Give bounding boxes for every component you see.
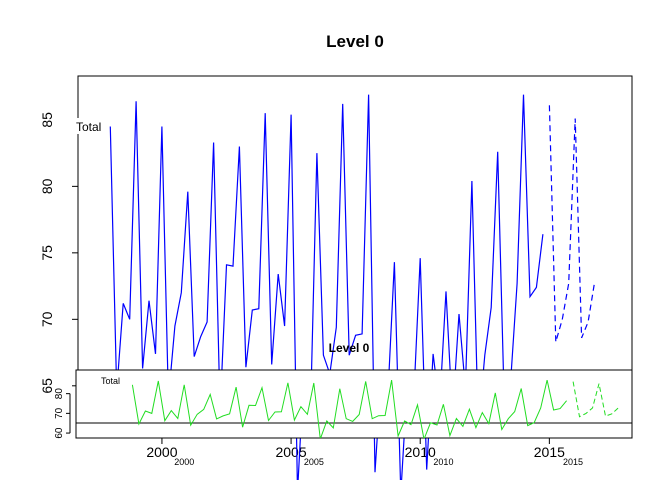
inset-observed-series-line <box>131 379 567 438</box>
inset-title: Level 0 <box>329 341 370 355</box>
main-series-label-bg <box>72 118 106 134</box>
main-y-tick-label: 80 <box>39 178 55 194</box>
inset-x-tick-label: 2005 <box>304 457 324 467</box>
inset-series-group <box>131 379 619 438</box>
inset-y-tick-label: 60 <box>54 427 65 439</box>
inset-x-tick-label: 2015 <box>563 457 583 467</box>
main-y-tick-label: 85 <box>39 112 55 128</box>
inset-y-tick-label: 70 <box>54 407 65 419</box>
main-y-tick-label: 70 <box>39 311 55 327</box>
inset-y-axis: 60 70 80 <box>54 388 71 439</box>
main-series-label: Total <box>76 120 101 134</box>
main-x-tick-label: 2005 <box>275 444 306 460</box>
inset-x-tick-label: 2000 <box>174 457 194 467</box>
main-forecast-series-line <box>548 105 596 343</box>
chart-title: Level 0 <box>326 32 384 51</box>
main-y-tick-label: 75 <box>39 245 55 261</box>
main-x-tick-label: 2015 <box>534 444 565 460</box>
main-x-tick-label: 2010 <box>405 444 436 460</box>
inset-plot-frame <box>75 369 633 439</box>
main-x-tick-label: 2000 <box>146 444 177 460</box>
main-x-axis: 2000 2005 2010 2015 <box>146 437 565 460</box>
inset-x-axis: 2000 2005 2010 2015 <box>174 457 583 467</box>
inset-x-tick-label: 2010 <box>433 457 453 467</box>
inset-y-tick-label: 80 <box>54 388 65 400</box>
main-y-axis: 65 70 75 80 85 <box>39 112 79 394</box>
main-y-tick-label: 65 <box>39 378 55 394</box>
main-series-group <box>109 94 596 480</box>
main-observed-series-line <box>109 94 544 480</box>
inset-series-label: Total <box>101 376 120 386</box>
inset-forecast-series-line <box>572 381 619 418</box>
